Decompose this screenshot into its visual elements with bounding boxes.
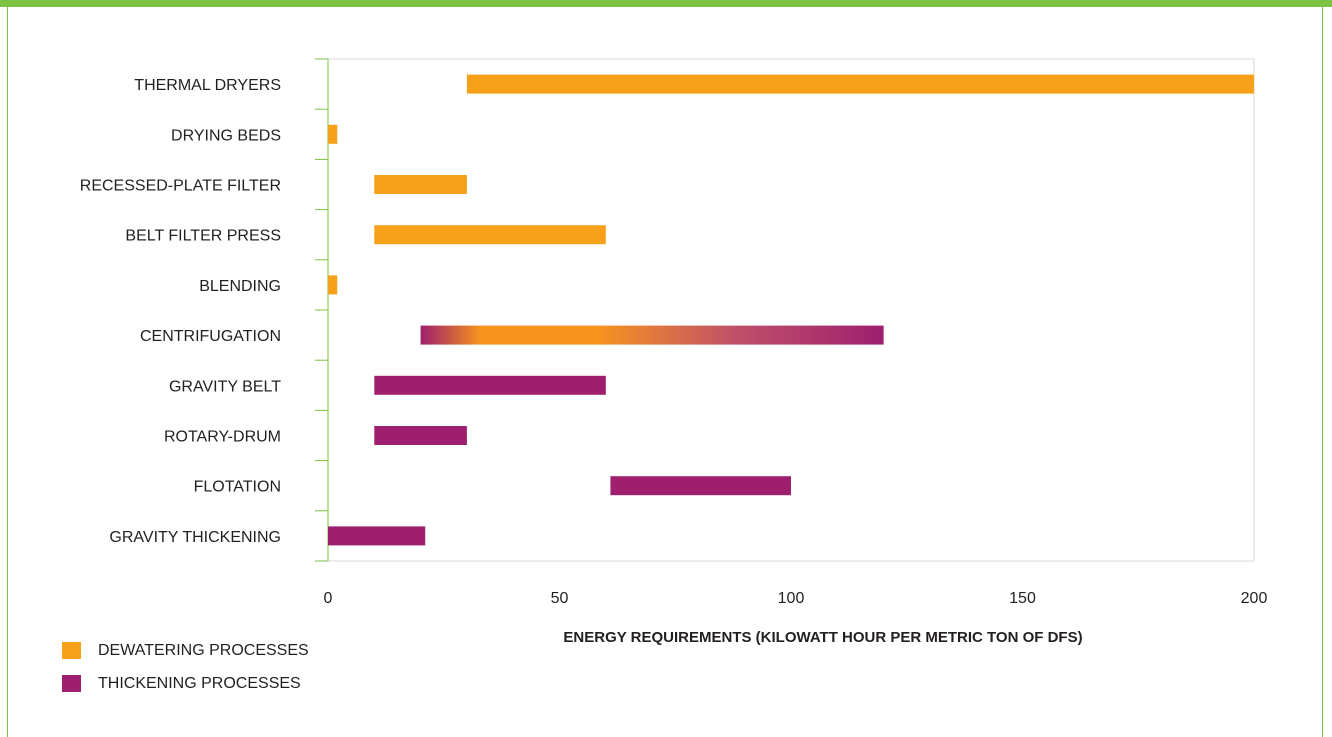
category-label: GRAVITY BELT	[169, 378, 281, 395]
bar-thickening	[328, 526, 426, 546]
category-label: THERMAL DRYERS	[134, 77, 281, 94]
x-tick-label: 200	[1241, 590, 1268, 607]
bar-dewatering	[374, 225, 606, 245]
labels: THERMAL DRYERS DRYING BEDS RECESSED-PLATE …	[80, 77, 1268, 607]
bar-thickening	[374, 426, 467, 445]
bar-dewatering	[466, 74, 1254, 94]
category-label: BLENDING	[199, 278, 281, 295]
top-accent-bar	[0, 0, 1332, 7]
bar-thickening	[610, 476, 791, 496]
category-label: CENTRIFUGATION	[140, 328, 281, 345]
bar-dewatering	[328, 275, 338, 295]
x-tick-label: 100	[778, 590, 805, 607]
category-label: DRYING BEDS	[171, 127, 281, 144]
bar-dewatering	[328, 124, 338, 144]
legend-label-thickening: THICKENING PROCESSES	[98, 675, 301, 692]
bar-combined	[420, 325, 884, 345]
category-label: ROTARY-DRUM	[164, 429, 281, 446]
x-tick-label: 150	[1009, 590, 1036, 607]
bar-thickening	[374, 375, 606, 395]
category-label: BELT FILTER PRESS	[125, 228, 281, 245]
legend-label-dewatering: DEWATERING PROCESSES	[98, 642, 309, 659]
x-axis-title: ENERGY REQUIREMENTS (KILOWATT HOUR PER M…	[563, 629, 1082, 646]
legend-swatch-thickening	[62, 675, 81, 692]
bars	[328, 74, 1254, 546]
category-label: RECESSED-PLATE FILTER	[80, 178, 281, 195]
legend-swatch-dewatering	[62, 642, 81, 659]
x-tick-label: 50	[551, 590, 569, 607]
legend-item-dewatering: DEWATERING PROCESSES	[62, 640, 382, 662]
legend-item-thickening: THICKENING PROCESSES	[62, 673, 382, 695]
bar-dewatering	[374, 175, 467, 194]
chart-frame	[7, 7, 1323, 737]
x-tick-label: 0	[324, 590, 333, 607]
category-label: GRAVITY THICKENING	[109, 529, 281, 546]
category-label: FLOTATION	[194, 479, 281, 496]
